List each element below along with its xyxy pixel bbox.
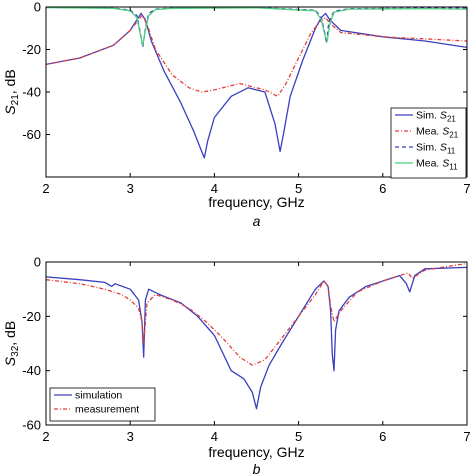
x-tick-label: 4 [211, 429, 218, 444]
legend-entry-main: Sim. [416, 142, 440, 154]
legend-entry-sub: 21 [449, 131, 458, 140]
y-tick-label: -60 [22, 418, 41, 433]
legend-entry-main: Mea. [416, 158, 442, 170]
x-tick-label: 4 [211, 181, 218, 196]
legend-entry-symbol: S [440, 142, 447, 154]
y-axis-label-sub: 32 [10, 345, 21, 357]
y-tick-label: -40 [22, 363, 41, 378]
plot-frame [45, 261, 468, 426]
legend-entry-main: Mea. [416, 126, 442, 138]
x-tick-label: 5 [295, 429, 302, 444]
y-axis-label: S21, dB [2, 69, 21, 114]
series-line-measurement [46, 262, 467, 366]
legend-entry-main: measurement [75, 404, 139, 416]
y-axis-label-suffix: , dB [2, 69, 18, 94]
y-axis-label-suffix: , dB [2, 321, 18, 346]
x-tick-label: 6 [379, 429, 386, 444]
legend-entry-sub: 11 [447, 147, 456, 156]
y-tick-label: -40 [22, 85, 41, 100]
y-tick-label: -20 [22, 309, 41, 324]
y-axis-label-main: S [2, 105, 18, 115]
legend: simulation measurement [49, 387, 156, 422]
x-tick-label: 2 [42, 181, 49, 196]
x-tick-label: 2 [42, 429, 49, 444]
panel-label: b [253, 461, 261, 475]
y-tick-label: 0 [34, 255, 41, 270]
legend-entry-main: Sim. [416, 110, 440, 122]
y-axis-label: S32, dB [2, 321, 21, 366]
y-axis-label-main: S [2, 356, 18, 366]
series-line-sim-s11 [46, 7, 467, 49]
series-line-mea-s21 [46, 14, 467, 97]
legend-entry: Mea. S21 [416, 126, 459, 140]
y-axis-label-sub: 21 [10, 94, 21, 106]
x-tick-label: 7 [463, 429, 470, 444]
legend-entry-symbol: S [440, 110, 447, 122]
panel-label: a [253, 213, 261, 229]
legend-entry: Sim. S11 [416, 142, 456, 156]
x-tick-label: 5 [295, 181, 302, 196]
chart-panel-b: 2 3 4 5 6 7 0 -20 -40 -60 frequency, GHz S32, dB b si… [2, 255, 471, 475]
series-line-simulation [46, 266, 467, 410]
x-tick-label: 3 [127, 181, 134, 196]
legend-box [390, 107, 467, 179]
x-tick-label: 6 [379, 181, 386, 196]
legend-entry-main: simulation [75, 390, 122, 402]
legend-entry-sub: 11 [449, 163, 458, 172]
y-tick-label: -60 [22, 127, 41, 142]
x-axis-label: frequency, GHz [208, 444, 304, 460]
y-tick-label: -20 [22, 42, 41, 57]
x-axis-label: frequency, GHz [208, 194, 304, 210]
legend-entry: Mea. S11 [416, 158, 458, 172]
legend-entry-sub: 21 [447, 115, 456, 124]
legend-box [49, 387, 156, 422]
series-line-mea-s11 [46, 7, 467, 46]
legend-entry-symbol: S [442, 158, 449, 170]
legend-entry: simulation [75, 390, 122, 402]
y-tick-label: 0 [34, 0, 41, 15]
x-tick-label: 3 [127, 429, 134, 444]
legend-entry: measurement [75, 404, 139, 416]
legend-entry: Sim. S21 [416, 110, 456, 124]
x-tick-label: 7 [463, 181, 470, 196]
series-line-sim-s21 [46, 12, 467, 159]
legend-entry-symbol: S [442, 126, 449, 138]
